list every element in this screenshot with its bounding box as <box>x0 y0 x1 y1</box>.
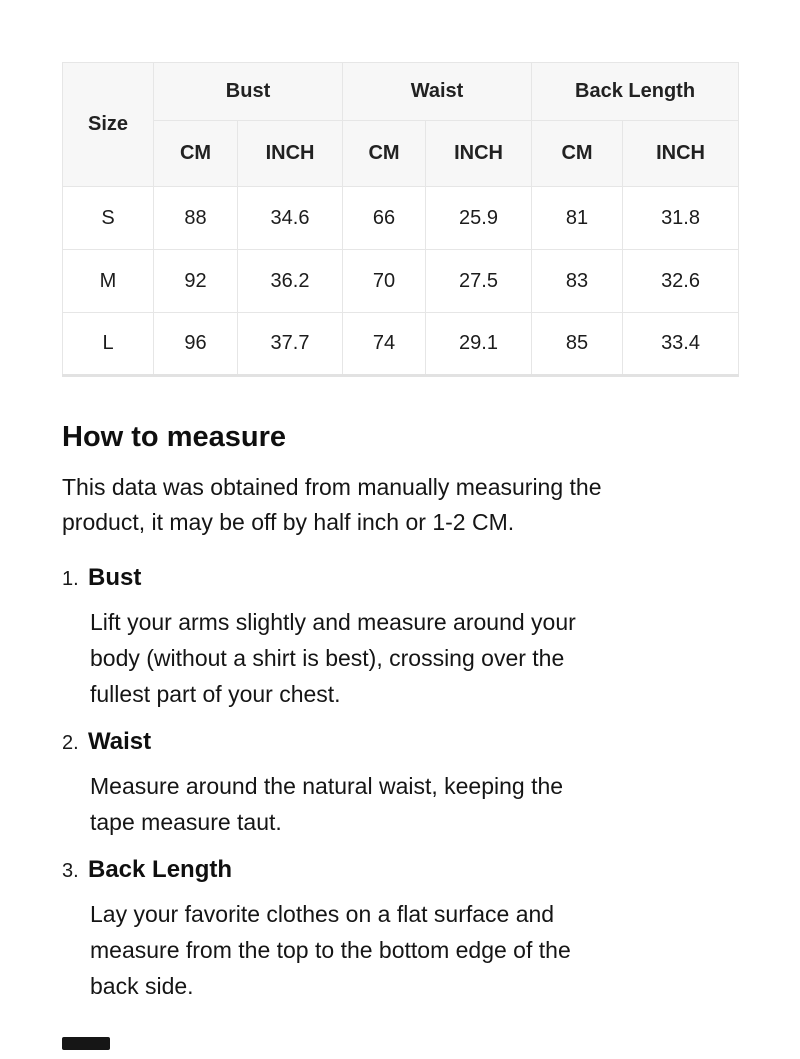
size-guide-page: Size Bust Waist Back Length CM INCH CM I… <box>62 62 740 1014</box>
step-description-back-length: Lay your favorite clothes on a flat surf… <box>90 901 571 999</box>
value-cell: 37.7 <box>236 312 344 376</box>
step-description-waist: Measure around the natural waist, keepin… <box>90 773 564 835</box>
table-row-size-s: S 88 34.6 66 25.9 81 31.8 <box>62 186 740 250</box>
value-cell: 74 <box>342 312 427 376</box>
unit-header-back-cm: CM <box>531 120 624 187</box>
value-cell: 88 <box>153 186 238 250</box>
step-term-waist: Waist <box>88 728 152 755</box>
value-cell: 85 <box>531 312 624 376</box>
bottom-partial-element-bar <box>62 1037 110 1050</box>
value-cell: 27.5 <box>425 249 533 313</box>
value-cell: 66 <box>342 186 427 250</box>
value-cell: 25.9 <box>425 186 533 250</box>
unit-header-back-inch: INCH <box>622 120 740 187</box>
value-cell: 31.8 <box>622 186 740 250</box>
value-cell: 34.6 <box>236 186 344 250</box>
list-item-back-length: 3. Back Length Lay your favorite clothes … <box>62 856 738 1004</box>
how-to-measure-intro: This data was obtained from manually mea… <box>62 474 602 535</box>
unit-header-bust-cm: CM <box>153 120 238 187</box>
list-item-waist: 2. Waist Measure around the natural waist… <box>62 728 738 840</box>
how-to-measure-title: How to measure <box>62 421 286 453</box>
column-group-back-length: Back Length <box>531 62 740 121</box>
unit-header-waist-cm: CM <box>342 120 427 187</box>
unit-header-bust-inch: INCH <box>236 120 344 187</box>
value-cell: 83 <box>531 249 624 313</box>
value-cell: 96 <box>153 312 238 376</box>
unit-header-waist-inch: INCH <box>425 120 533 187</box>
value-cell: 29.1 <box>425 312 533 376</box>
list-number: 3. <box>62 860 79 882</box>
size-chart-table: Size Bust Waist Back Length CM INCH CM I… <box>62 62 740 377</box>
list-number: 2. <box>62 732 79 754</box>
column-header-size: Size <box>62 62 154 187</box>
value-cell: 92 <box>153 249 238 313</box>
column-group-waist: Waist <box>342 62 533 121</box>
size-label-cell: M <box>62 249 154 313</box>
step-term-bust: Bust <box>88 564 142 591</box>
list-number: 1. <box>62 568 79 590</box>
size-label-cell: S <box>62 186 154 250</box>
step-description-bust: Lift your arms slightly and measure arou… <box>90 609 576 707</box>
value-cell: 32.6 <box>622 249 740 313</box>
size-label-cell: L <box>62 312 154 376</box>
value-cell: 33.4 <box>622 312 740 376</box>
column-group-bust: Bust <box>152 62 344 121</box>
table-row-size-l: L 96 37.7 74 29.1 85 33.4 <box>62 312 740 376</box>
list-item-bust: 1. Bust Lift your arms slightly and measu… <box>62 564 738 712</box>
value-cell: 70 <box>342 249 427 313</box>
step-term-back-length: Back Length <box>88 856 233 883</box>
value-cell: 36.2 <box>236 249 344 313</box>
measure-steps-list: 1. Bust Lift your arms slightly and measu… <box>62 564 738 1004</box>
value-cell: 81 <box>531 186 624 250</box>
table-row-size-m: M 92 36.2 70 27.5 83 32.6 <box>62 249 740 313</box>
